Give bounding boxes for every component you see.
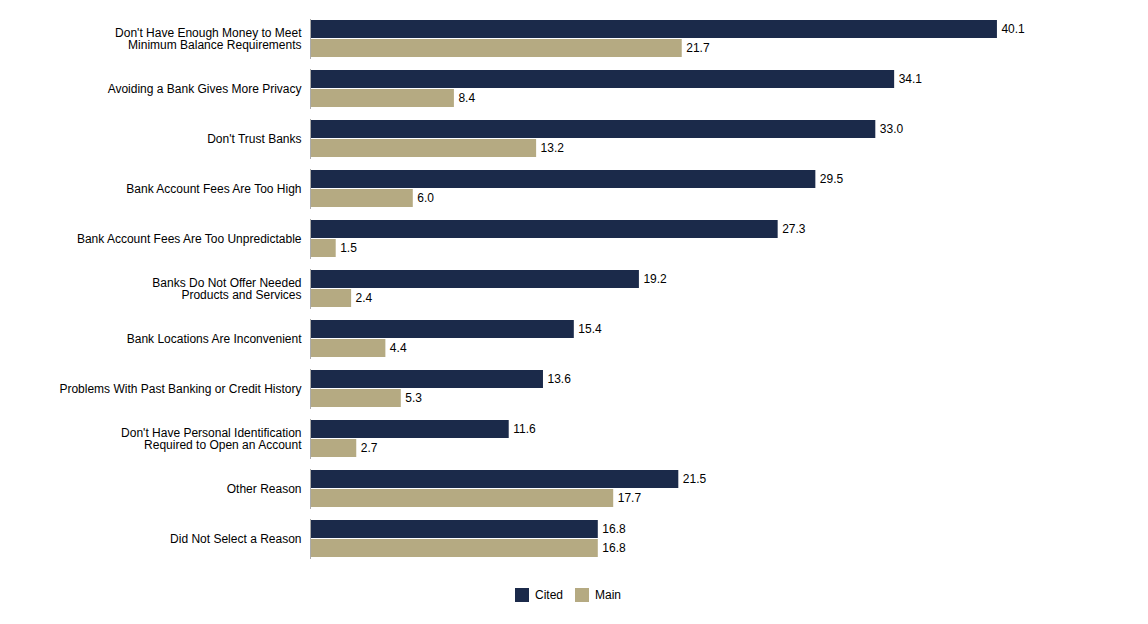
- svg-text:Bank Account Fees Are Too High: Bank Account Fees Are Too High: [126, 182, 301, 196]
- svg-text:13.2: 13.2: [541, 141, 565, 155]
- svg-text:16.8: 16.8: [602, 541, 626, 555]
- svg-text:4.4: 4.4: [390, 341, 407, 355]
- svg-text:13.6: 13.6: [547, 372, 571, 386]
- svg-text:5.3: 5.3: [405, 391, 422, 405]
- svg-text:21.7: 21.7: [686, 41, 710, 55]
- svg-text:17.7: 17.7: [618, 491, 642, 505]
- svg-text:Banks Do Not Offer NeededProdu: Banks Do Not Offer NeededProducts and Se…: [152, 276, 301, 302]
- svg-text:Don't Trust Banks: Don't Trust Banks: [207, 132, 301, 146]
- svg-text:Other Reason: Other Reason: [227, 482, 302, 496]
- svg-text:Bank Account Fees Are Too Unpr: Bank Account Fees Are Too Unpredictable: [77, 232, 302, 246]
- svg-text:33.0: 33.0: [880, 122, 904, 136]
- html-text:Main: Main: [595, 587, 621, 602]
- svg-text:Avoiding a Bank Gives More Pri: Avoiding a Bank Gives More Privacy: [108, 82, 302, 96]
- svg-text:40.1: 40.1: [1001, 22, 1025, 36]
- svg-text:27.3: 27.3: [782, 222, 806, 236]
- svg-text:Don't Have Enough Money to Mee: Don't Have Enough Money to MeetMinimum B…: [115, 26, 302, 52]
- svg-text:16.8: 16.8: [602, 522, 626, 536]
- svg-text:2.7: 2.7: [361, 441, 378, 455]
- svg-text:Problems With Past Banking or: Problems With Past Banking or Credit His…: [59, 382, 301, 396]
- html-text:Cited: Cited: [535, 587, 563, 602]
- svg-text:1.5: 1.5: [340, 241, 357, 255]
- svg-text:6.0: 6.0: [417, 191, 434, 205]
- svg-text:34.1: 34.1: [899, 72, 923, 86]
- svg-text:29.5: 29.5: [820, 172, 844, 186]
- svg-text:15.4: 15.4: [578, 322, 602, 336]
- svg-text:8.4: 8.4: [458, 91, 475, 105]
- svg-text:21.5: 21.5: [683, 472, 707, 486]
- svg-text:19.2: 19.2: [643, 272, 667, 286]
- svg-text:2.4: 2.4: [356, 291, 373, 305]
- svg-text:Did Not Select a Reason: Did Not Select a Reason: [170, 532, 301, 546]
- svg-text:Bank Locations Are Inconvenien: Bank Locations Are Inconvenient: [127, 332, 302, 346]
- svg-text:Don't Have Personal Identifica: Don't Have Personal IdentificationRequir…: [121, 426, 302, 452]
- svg-text:11.6: 11.6: [513, 422, 536, 436]
